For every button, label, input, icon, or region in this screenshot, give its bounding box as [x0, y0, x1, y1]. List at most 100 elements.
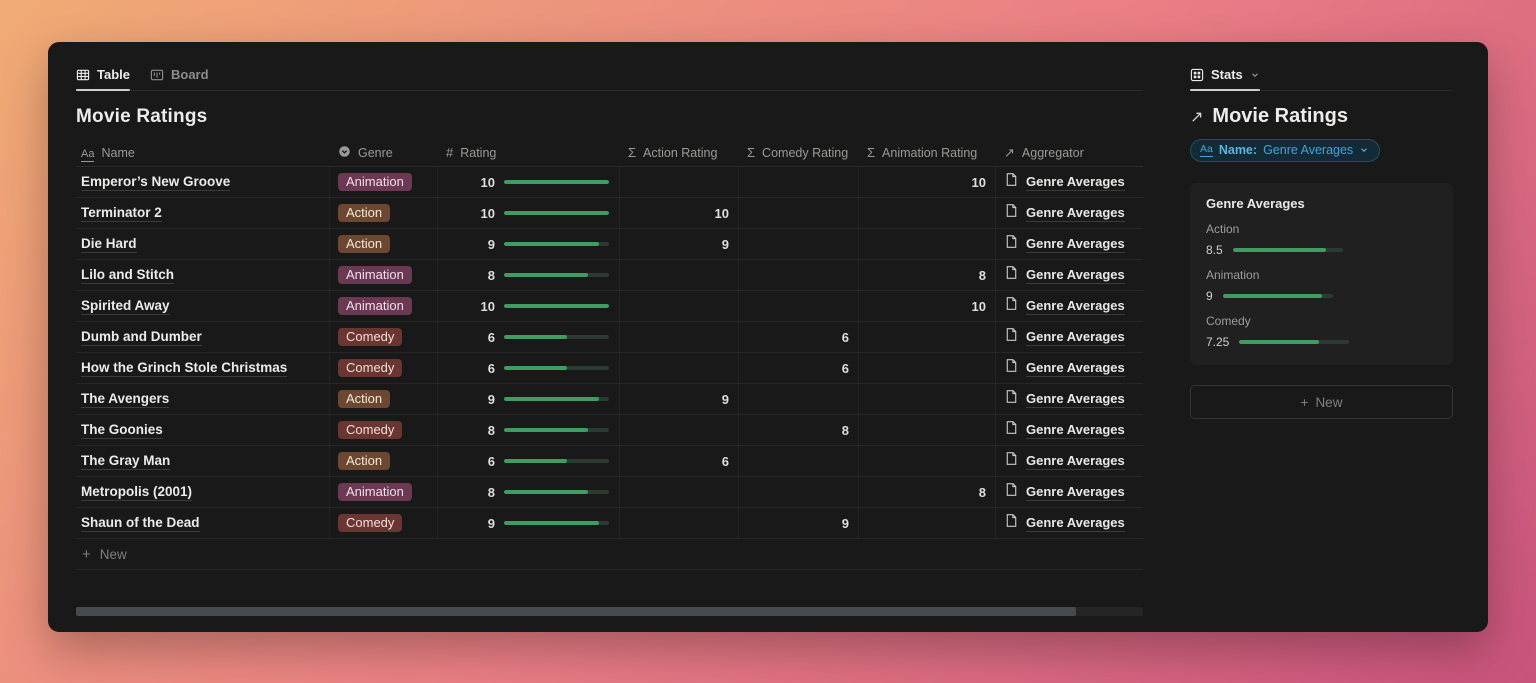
- action-rating-cell[interactable]: [620, 353, 739, 383]
- movie-name-cell[interactable]: Spirited Away: [76, 291, 330, 321]
- rating-cell[interactable]: 6: [438, 322, 620, 352]
- comedy-rating-cell[interactable]: [739, 384, 859, 414]
- genre-cell[interactable]: Comedy: [330, 322, 438, 352]
- aggregator-cell[interactable]: Genre Averages: [996, 260, 1143, 290]
- action-rating-cell[interactable]: [620, 260, 739, 290]
- movie-name-cell[interactable]: Terminator 2: [76, 198, 330, 228]
- comedy-rating-cell[interactable]: [739, 291, 859, 321]
- action-rating-cell[interactable]: 10: [620, 198, 739, 228]
- comedy-rating-cell[interactable]: [739, 229, 859, 259]
- action-rating-cell[interactable]: 9: [620, 229, 739, 259]
- rating-cell[interactable]: 10: [438, 167, 620, 197]
- animation-rating-cell[interactable]: [859, 415, 996, 445]
- movie-name-cell[interactable]: Metropolis (2001): [76, 477, 330, 507]
- action-rating-cell[interactable]: [620, 477, 739, 507]
- action-rating-cell[interactable]: [620, 167, 739, 197]
- rating-cell[interactable]: 6: [438, 353, 620, 383]
- aggregator-cell[interactable]: Genre Averages: [996, 446, 1143, 476]
- genre-cell[interactable]: Action: [330, 198, 438, 228]
- genre-cell[interactable]: Comedy: [330, 353, 438, 383]
- animation-rating-cell[interactable]: 8: [859, 260, 996, 290]
- aggregator-cell[interactable]: Genre Averages: [996, 167, 1143, 197]
- movie-name-cell[interactable]: Shaun of the Dead: [76, 508, 330, 538]
- rating-cell[interactable]: 10: [438, 198, 620, 228]
- animation-rating-cell[interactable]: 10: [859, 167, 996, 197]
- column-header-action-rating[interactable]: Σ Action Rating: [620, 139, 739, 166]
- aggregator-cell[interactable]: Genre Averages: [996, 322, 1143, 352]
- aggregator-cell[interactable]: Genre Averages: [996, 229, 1143, 259]
- genre-cell[interactable]: Animation: [330, 291, 438, 321]
- stats-card[interactable]: Genre Averages Action 8.5 Animation 9 Comedy…: [1190, 183, 1453, 365]
- linked-database-title[interactable]: ↗ Movie Ratings: [1190, 105, 1453, 128]
- genre-cell[interactable]: Comedy: [330, 415, 438, 445]
- genre-cell[interactable]: Action: [330, 446, 438, 476]
- animation-rating-cell[interactable]: [859, 353, 996, 383]
- genre-cell[interactable]: Animation: [330, 260, 438, 290]
- column-header-comedy-rating[interactable]: Σ Comedy Rating: [739, 139, 859, 166]
- animation-rating-cell[interactable]: [859, 384, 996, 414]
- movie-name-cell[interactable]: The Goonies: [76, 415, 330, 445]
- rating-cell[interactable]: 9: [438, 508, 620, 538]
- animation-rating-cell[interactable]: [859, 322, 996, 352]
- genre-cell[interactable]: Action: [330, 384, 438, 414]
- new-row-button[interactable]: + New: [76, 539, 1143, 570]
- aggregator-cell[interactable]: Genre Averages: [996, 291, 1143, 321]
- movie-name-cell[interactable]: The Avengers: [76, 384, 330, 414]
- genre-cell[interactable]: Animation: [330, 477, 438, 507]
- aggregator-cell[interactable]: Genre Averages: [996, 384, 1143, 414]
- animation-rating-cell[interactable]: [859, 198, 996, 228]
- action-rating-cell[interactable]: 6: [620, 446, 739, 476]
- animation-rating-cell[interactable]: [859, 229, 996, 259]
- movie-name-cell[interactable]: How the Grinch Stole Christmas: [76, 353, 330, 383]
- rating-cell[interactable]: 8: [438, 415, 620, 445]
- new-card-button[interactable]: + New: [1190, 385, 1453, 419]
- rating-cell[interactable]: 6: [438, 446, 620, 476]
- genre-cell[interactable]: Animation: [330, 167, 438, 197]
- comedy-rating-cell[interactable]: 9: [739, 508, 859, 538]
- animation-rating-cell[interactable]: 8: [859, 477, 996, 507]
- comedy-rating-cell[interactable]: [739, 167, 859, 197]
- aggregator-cell[interactable]: Genre Averages: [996, 508, 1143, 538]
- comedy-rating-cell[interactable]: 6: [739, 322, 859, 352]
- aggregator-cell[interactable]: Genre Averages: [996, 353, 1143, 383]
- comedy-rating-cell[interactable]: 6: [739, 353, 859, 383]
- action-rating-cell[interactable]: [620, 291, 739, 321]
- aggregator-cell[interactable]: Genre Averages: [996, 415, 1143, 445]
- tab-table[interactable]: Table: [76, 59, 130, 91]
- rating-cell[interactable]: 9: [438, 229, 620, 259]
- animation-rating-cell[interactable]: 10: [859, 291, 996, 321]
- column-header-aggregator[interactable]: ↗ Aggregator: [996, 139, 1143, 166]
- comedy-rating-cell[interactable]: [739, 446, 859, 476]
- rating-cell[interactable]: 8: [438, 260, 620, 290]
- column-header-animation-rating[interactable]: Σ Animation Rating: [859, 139, 996, 166]
- rating-cell[interactable]: 9: [438, 384, 620, 414]
- genre-cell[interactable]: Comedy: [330, 508, 438, 538]
- action-rating-cell[interactable]: [620, 322, 739, 352]
- action-rating-cell[interactable]: 9: [620, 384, 739, 414]
- animation-rating-cell[interactable]: [859, 508, 996, 538]
- movie-name-cell[interactable]: Emperor’s New Groove: [76, 167, 330, 197]
- movie-name-cell[interactable]: The Gray Man: [76, 446, 330, 476]
- scrollbar-thumb[interactable]: [76, 607, 1076, 616]
- comedy-rating-cell[interactable]: [739, 198, 859, 228]
- action-rating-cell[interactable]: [620, 415, 739, 445]
- rating-cell[interactable]: 8: [438, 477, 620, 507]
- animation-rating-cell[interactable]: [859, 446, 996, 476]
- comedy-rating-cell[interactable]: [739, 260, 859, 290]
- horizontal-scrollbar[interactable]: [76, 607, 1143, 616]
- comedy-rating-cell[interactable]: 8: [739, 415, 859, 445]
- rating-cell[interactable]: 10: [438, 291, 620, 321]
- tab-board[interactable]: Board: [150, 59, 209, 90]
- column-header-genre[interactable]: Genre: [330, 139, 438, 166]
- comedy-rating-cell[interactable]: [739, 477, 859, 507]
- movie-name-cell[interactable]: Dumb and Dumber: [76, 322, 330, 352]
- aggregator-cell[interactable]: Genre Averages: [996, 477, 1143, 507]
- tab-stats[interactable]: Stats: [1190, 59, 1260, 91]
- column-header-rating[interactable]: # Rating: [438, 139, 620, 166]
- movie-name-cell[interactable]: Lilo and Stitch: [76, 260, 330, 290]
- action-rating-cell[interactable]: [620, 508, 739, 538]
- movie-name-cell[interactable]: Die Hard: [76, 229, 330, 259]
- genre-cell[interactable]: Action: [330, 229, 438, 259]
- column-header-name[interactable]: Aa Name: [76, 139, 330, 166]
- aggregator-cell[interactable]: Genre Averages: [996, 198, 1143, 228]
